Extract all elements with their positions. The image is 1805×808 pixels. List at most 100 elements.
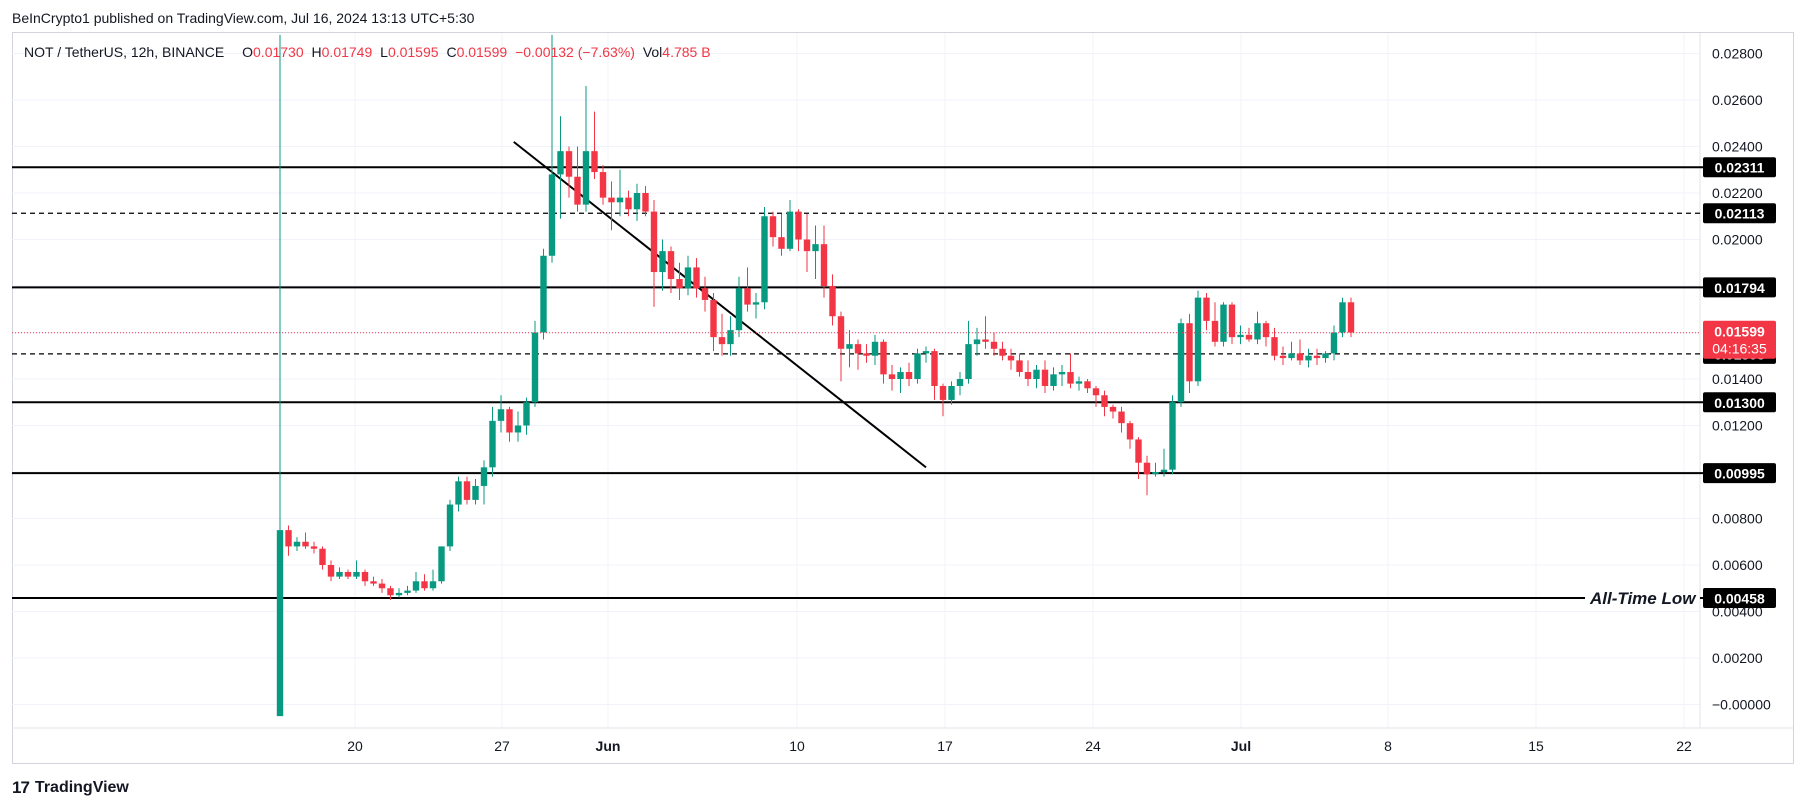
candle-body: [1058, 372, 1066, 375]
candle-body: [1084, 381, 1091, 389]
candle-body: [735, 288, 743, 331]
candle-body: [1220, 304, 1227, 342]
chart-frame: [12, 32, 1794, 764]
level-price-label: 0.01794: [1714, 280, 1765, 296]
candle-body: [1313, 355, 1321, 359]
candle-body: [914, 353, 921, 379]
candle-body: [769, 216, 777, 238]
x-tick-label: 22: [1676, 738, 1692, 754]
candle-body: [361, 571, 369, 582]
candle-body: [829, 286, 836, 317]
candle-body: [1092, 388, 1100, 396]
low-label: L: [380, 44, 388, 60]
y-tick-label: 0.01400: [1712, 371, 1763, 387]
candle-body: [1296, 353, 1304, 361]
candle-body: [540, 255, 547, 333]
tradingview-logo[interactable]: 17 TradingView: [12, 778, 129, 798]
tradingview-logo-text: TradingView: [34, 779, 129, 796]
candle-body: [1016, 360, 1023, 373]
all-time-low-annotation: All-Time Low: [1589, 589, 1697, 608]
ohlc-legend: NOT / TetherUS, 12h, BINANCE O0.01730 H 0…: [24, 44, 711, 60]
candle-body: [446, 504, 454, 547]
candle-body: [1075, 381, 1083, 384]
level-price-tag: [1703, 277, 1776, 298]
candle-body: [897, 372, 904, 379]
y-tick-label: 0.02200: [1712, 185, 1763, 201]
x-tick-label: Jul: [1231, 738, 1251, 754]
x-tick-label: 17: [937, 738, 953, 754]
y-tick-label: 0.00600: [1712, 557, 1763, 573]
candle-body: [285, 530, 292, 547]
x-tick-label: Jun: [596, 738, 621, 754]
current-price-label: 0.01599: [1714, 324, 1765, 340]
candle-body: [1339, 302, 1346, 333]
candle-body: [778, 237, 785, 249]
candle-body: [1143, 462, 1151, 475]
level-price-tag: [1703, 588, 1776, 609]
level-price-label: 0.02311: [1715, 160, 1765, 176]
candle-body: [846, 344, 853, 349]
candle-body: [973, 339, 981, 345]
candle-body: [982, 339, 989, 342]
candle-body: [608, 197, 615, 203]
candle-body: [574, 176, 581, 205]
level-price-tag: [1703, 203, 1776, 224]
candle-body: [676, 279, 683, 289]
candle-body: [718, 337, 726, 345]
candle-body: [404, 590, 411, 593]
candle-body: [387, 588, 394, 596]
close-value: 0.01599: [456, 44, 508, 60]
low-value: 0.01595: [387, 44, 439, 60]
candle-body: [1109, 406, 1117, 412]
candle-body: [353, 571, 360, 577]
candle-body: [599, 172, 607, 198]
candle-body: [336, 571, 343, 577]
candle-body: [1024, 372, 1032, 379]
tradingview-logo-icon: 17: [12, 778, 30, 797]
candle-body: [922, 351, 930, 354]
candle-body: [999, 348, 1006, 356]
candle-body: [1186, 323, 1193, 382]
y-tick-label: 0.02600: [1712, 92, 1763, 108]
y-tick-label: 0.00200: [1712, 650, 1763, 666]
candle-body: [591, 151, 598, 173]
x-tick-label: 8: [1384, 738, 1392, 754]
candle-body: [693, 267, 700, 289]
candle-body: [319, 548, 326, 565]
volume-label: Vol: [642, 44, 663, 60]
candle-body: [293, 541, 301, 547]
candle-body: [1194, 297, 1202, 382]
candle-body: [786, 211, 794, 249]
level-price-label: 0.02113: [1715, 206, 1765, 222]
level-price-tag: [1703, 463, 1776, 484]
level-price-tag: [1703, 392, 1776, 413]
x-tick-label: 10: [789, 738, 805, 754]
candle-body: [531, 332, 539, 403]
change-value: −0.00132 (−7.63%): [515, 44, 635, 60]
y-tick-label: 0.02800: [1712, 46, 1763, 62]
open-value: 0.01730: [253, 44, 304, 60]
open-label: O: [242, 44, 254, 60]
candle-body: [514, 425, 522, 433]
candle-body: [472, 485, 479, 500]
current-price-tag: [1703, 320, 1776, 359]
candle-body: [888, 374, 896, 379]
high-label: H: [311, 44, 322, 60]
candle-body: [370, 581, 377, 584]
x-tick-label: 20: [347, 738, 363, 754]
candle-body: [965, 344, 972, 379]
candle-body: [463, 481, 471, 500]
candle-body: [863, 353, 870, 356]
candle-body: [854, 344, 862, 354]
symbol-label[interactable]: NOT / TetherUS, 12h, BINANCE: [24, 44, 225, 60]
candle-body: [565, 151, 573, 177]
level-price-label: 0.00995: [1714, 466, 1765, 482]
candle-body: [761, 216, 768, 303]
candle-body: [803, 239, 811, 252]
candle-body: [1152, 472, 1159, 475]
candle-body: [395, 592, 403, 596]
candle-body: [1237, 334, 1244, 338]
candle-body: [429, 581, 437, 589]
candle-body: [412, 581, 420, 591]
